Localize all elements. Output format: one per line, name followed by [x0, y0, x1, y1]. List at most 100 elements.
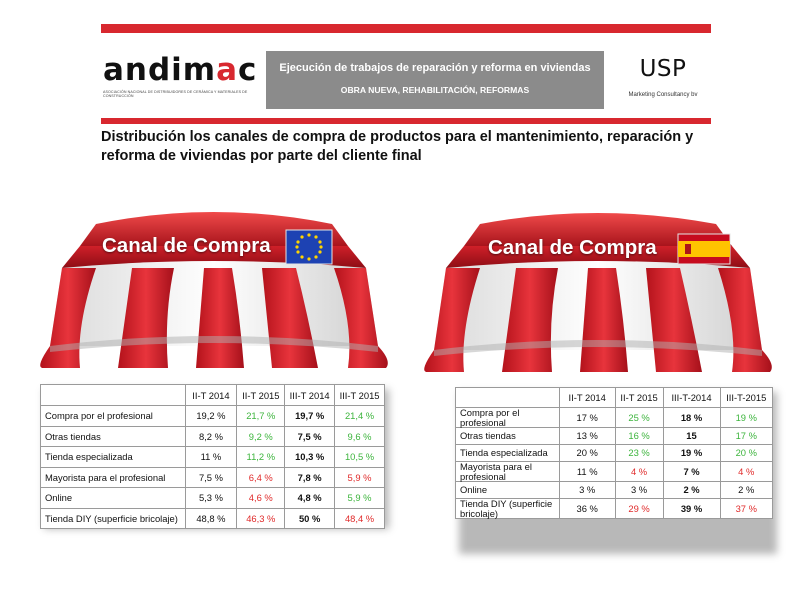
- cell-value: 10,3 %: [284, 446, 336, 468]
- cell-value: 5,9 %: [334, 466, 385, 488]
- cell-value: 13 %: [558, 427, 616, 445]
- awning-es: Canal de Compra: [420, 210, 775, 376]
- cell-value: 20 %: [719, 444, 774, 462]
- table-row: Compra por el profesional 17 % 25 % 18 %…: [455, 407, 774, 428]
- cell-value: 9,2 %: [236, 425, 286, 447]
- report-subtitle: OBRA NUEVA, REHABILITACIÓN, REFORMAS: [340, 85, 530, 95]
- cell-value: 20 %: [558, 444, 616, 462]
- row-label: Mayorista para el profesional: [455, 461, 560, 482]
- cell-value: 48,4 %: [334, 507, 385, 529]
- cell-value: 11 %: [558, 461, 616, 482]
- andimac-logo-subtitle: ASOCIACIÓN NACIONAL DE DISTRIBUIDORES DE…: [103, 90, 248, 98]
- cell-value: 4,8 %: [284, 487, 336, 509]
- table-eu-header: II-T 2014: [184, 384, 238, 406]
- banner-top-stripe: [101, 24, 711, 33]
- table-row: Mayorista para el profesional 11 % 4 % 7…: [455, 461, 774, 482]
- cell-value: 39 %: [662, 498, 721, 519]
- table-row: Tienda especializada 11 % 11,2 % 10,3 % …: [40, 446, 385, 468]
- cell-value: 46,3 %: [236, 507, 286, 529]
- cell-value: 16 %: [614, 427, 664, 445]
- table-eu-header: III-T 2014: [284, 384, 336, 406]
- cell-value: 23 %: [614, 444, 664, 462]
- cell-value: 19 %: [719, 407, 774, 428]
- cell-value: 7,5 %: [184, 466, 238, 488]
- table-es-header: II-T 2015: [614, 387, 664, 408]
- table-row: Tienda especializada 20 % 23 % 19 % 20 %: [455, 444, 774, 462]
- awning-eu-label: Canal de Compra: [102, 234, 271, 257]
- row-label: Tienda especializada: [455, 444, 560, 462]
- cell-value: 7,8 %: [284, 466, 336, 488]
- table-es-header-row: II-T 2014 II-T 2015 III-T-2014 III-T-201…: [455, 387, 774, 408]
- cell-value: 29 %: [614, 498, 664, 519]
- row-label: Tienda DIY (superficie bricolaje): [40, 507, 186, 529]
- cell-value: 19,2 %: [184, 405, 238, 427]
- cell-value: 3 %: [558, 481, 616, 499]
- cell-value: 21,4 %: [334, 405, 385, 427]
- andimac-logo: andimac ASOCIACIÓN NACIONAL DE DISTRIBUI…: [103, 53, 263, 113]
- usp-logo: USP: [639, 56, 687, 82]
- table-es-header-blank: [455, 387, 560, 408]
- report-title: Ejecución de trabajos de reparación y re…: [279, 62, 591, 74]
- cell-value: 17 %: [719, 427, 774, 445]
- andimac-logo-word: andimac: [103, 52, 258, 88]
- banner-bottom-stripe: [101, 118, 711, 124]
- row-label: Online: [40, 487, 186, 509]
- table-row: Compra por el profesional 19,2 % 21,7 % …: [40, 405, 385, 427]
- cell-value: 5,3 %: [184, 487, 238, 509]
- cell-value: 48,8 %: [184, 507, 238, 529]
- cell-value: 21,7 %: [236, 405, 286, 427]
- cell-value: 15: [662, 427, 721, 445]
- awning-es-graphic: [424, 213, 772, 372]
- table-es-header: III-T-2014: [662, 387, 721, 408]
- table-es-header: III-T-2015: [719, 387, 774, 408]
- table-eu-header: III-T 2015: [334, 384, 385, 406]
- table-eu-header: II-T 2015: [236, 384, 286, 406]
- cell-value: 7,5 %: [284, 425, 336, 447]
- cell-value: 4 %: [719, 461, 774, 482]
- cell-value: 17 %: [558, 407, 616, 428]
- cell-value: 11,2 %: [236, 446, 286, 468]
- cell-value: 6,4 %: [236, 466, 286, 488]
- header-banner: andimac ASOCIACIÓN NACIONAL DE DISTRIBUI…: [101, 24, 711, 124]
- cell-value: 19 %: [662, 444, 721, 462]
- cell-value: 36 %: [558, 498, 616, 519]
- table-eu: II-T 2014 II-T 2015 III-T 2014 III-T 201…: [40, 384, 385, 529]
- banner-content: andimac ASOCIACIÓN NACIONAL DE DISTRIBUI…: [101, 33, 711, 118]
- awning-es-label: Canal de Compra: [488, 236, 657, 259]
- awning-eu-graphic: [40, 212, 388, 368]
- cell-value: 7 %: [662, 461, 721, 482]
- cell-value: 3 %: [614, 481, 664, 499]
- cell-value: 11 %: [184, 446, 238, 468]
- page-heading: Distribución los canales de compra de pr…: [101, 129, 694, 164]
- cell-value: 5,9 %: [334, 487, 385, 509]
- table-eu-header-row: II-T 2014 II-T 2015 III-T 2014 III-T 201…: [40, 384, 385, 406]
- table-es: II-T 2014 II-T 2015 III-T-2014 III-T-201…: [455, 387, 774, 519]
- row-label: Online: [455, 481, 560, 499]
- row-label: Tienda especializada: [40, 446, 186, 468]
- cell-value: 10,5 %: [334, 446, 385, 468]
- cell-value: 25 %: [614, 407, 664, 428]
- table-row: Mayorista para el profesional 7,5 % 6,4 …: [40, 466, 385, 488]
- cell-value: 4,6 %: [236, 487, 286, 509]
- row-label: Otras tiendas: [40, 425, 186, 447]
- usp-logo-subtitle: Marketing Consultancy bv: [628, 92, 698, 98]
- cell-value: 19,7 %: [284, 405, 336, 427]
- table-row: Otras tiendas 8,2 % 9,2 % 7,5 % 9,6 %: [40, 425, 385, 447]
- row-label: Compra por el profesional: [455, 407, 560, 428]
- cell-value: 4 %: [614, 461, 664, 482]
- cell-value: 2 %: [719, 481, 774, 499]
- table-row: Online 5,3 % 4,6 % 4,8 % 5,9 %: [40, 487, 385, 509]
- table-row: Tienda DIY (superficie bricolaje) 36 % 2…: [455, 498, 774, 519]
- report-title-box: Ejecución de trabajos de reparación y re…: [266, 51, 604, 109]
- cell-value: 2 %: [662, 481, 721, 499]
- cell-value: 37 %: [719, 498, 774, 519]
- cell-value: 8,2 %: [184, 425, 238, 447]
- row-label: Tienda DIY (superficie bricolaje): [455, 498, 560, 519]
- row-label: Mayorista para el profesional: [40, 466, 186, 488]
- table-row: Tienda DIY (superficie bricolaje) 48,8 %…: [40, 507, 385, 529]
- row-label: Otras tiendas: [455, 427, 560, 445]
- cell-value: 18 %: [662, 407, 721, 428]
- cell-value: 50 %: [284, 507, 336, 529]
- cell-value: 9,6 %: [334, 425, 385, 447]
- table-row: Online 3 % 3 % 2 % 2 %: [455, 481, 774, 499]
